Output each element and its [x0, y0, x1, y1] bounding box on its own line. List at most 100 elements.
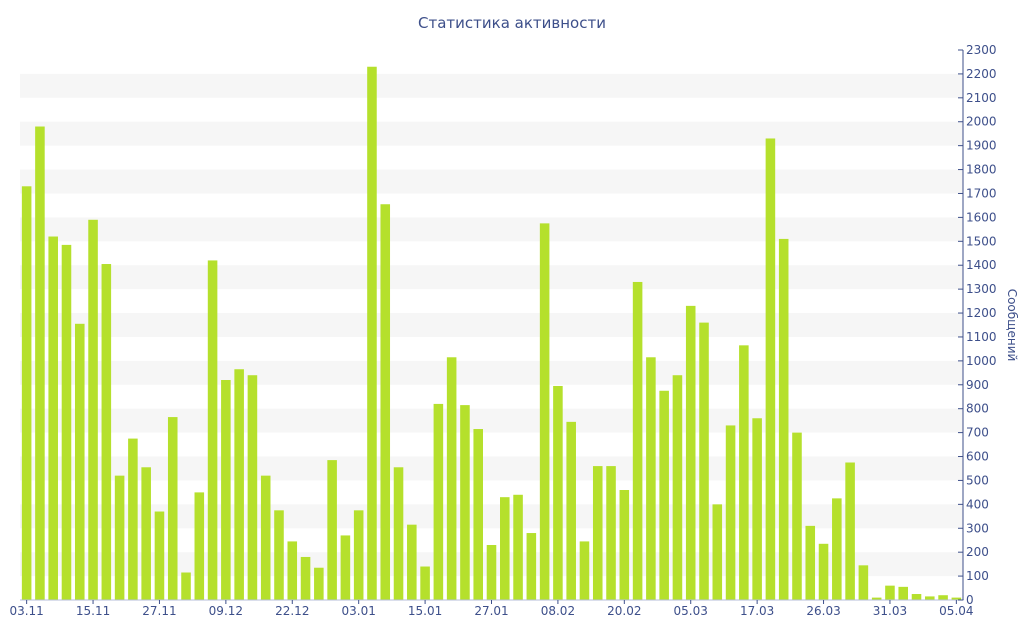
bar[interactable]	[832, 498, 842, 600]
bar[interactable]	[606, 466, 616, 600]
bar[interactable]	[167, 417, 178, 600]
bar[interactable]	[619, 490, 630, 600]
y-tick-label: 1300	[966, 282, 997, 296]
y-axis-ticks: 0 100 200 300 400 500 600 700 800 900 1000 1100 1200…	[958, 43, 997, 607]
chart-title: Статистика активности	[418, 14, 606, 32]
bar[interactable]	[274, 510, 284, 600]
bar[interactable]	[74, 323, 85, 600]
bar[interactable]	[632, 281, 643, 600]
bar[interactable]	[141, 467, 151, 600]
bar[interactable]	[433, 403, 444, 600]
grid-band	[20, 169, 963, 194]
x-tick-label: 17.03	[740, 604, 774, 618]
bar[interactable]	[725, 425, 736, 600]
bar[interactable]	[885, 585, 895, 600]
bar[interactable]	[778, 238, 789, 600]
y-tick-label: 1900	[966, 139, 997, 153]
y-tick-label: 1600	[966, 210, 997, 224]
bar[interactable]	[646, 357, 656, 600]
bar[interactable]	[260, 475, 271, 600]
grid-band	[20, 73, 963, 98]
bar[interactable]	[526, 533, 537, 600]
x-tick-label: 15.01	[408, 604, 442, 618]
bar[interactable]	[486, 545, 497, 600]
grid-band	[20, 121, 963, 146]
bar[interactable]	[592, 466, 603, 600]
bar[interactable]	[314, 567, 324, 600]
bar[interactable]	[818, 543, 829, 600]
bar[interactable]	[845, 462, 855, 601]
bar[interactable]	[911, 594, 922, 600]
bar[interactable]	[473, 429, 483, 600]
y-tick-label: 1800	[966, 163, 997, 177]
x-tick-label: 09.12	[209, 604, 243, 618]
bar[interactable]	[380, 204, 391, 601]
bar[interactable]	[300, 556, 311, 600]
bar[interactable]	[101, 264, 112, 600]
bar[interactable]	[21, 186, 32, 601]
bar[interactable]	[659, 390, 669, 600]
y-tick-label: 0	[966, 593, 974, 607]
bar[interactable]	[446, 357, 457, 600]
bar[interactable]	[672, 375, 683, 600]
bar[interactable]	[353, 510, 364, 600]
bar[interactable]	[712, 504, 723, 600]
bar[interactable]	[513, 494, 523, 600]
bar[interactable]	[792, 432, 802, 600]
bar[interactable]	[247, 375, 258, 600]
grid-band	[20, 313, 963, 337]
bar[interactable]	[181, 572, 191, 601]
y-tick-label: 500	[966, 473, 989, 487]
x-tick-label: 05.03	[674, 604, 708, 618]
bar[interactable]	[858, 565, 869, 600]
bar[interactable]	[579, 541, 590, 600]
bar[interactable]	[765, 138, 776, 601]
y-tick-label: 1700	[966, 186, 997, 200]
bar[interactable]	[925, 596, 935, 600]
bar[interactable]	[407, 524, 417, 600]
bar[interactable]	[685, 305, 696, 600]
x-tick-label: 26.03	[806, 604, 840, 618]
bar[interactable]	[393, 467, 404, 600]
bar[interactable]	[951, 597, 962, 600]
y-tick-label: 900	[966, 378, 989, 392]
bar[interactable]	[88, 219, 98, 600]
y-tick-label: 100	[966, 569, 989, 583]
bar[interactable]	[327, 460, 337, 600]
bar[interactable]	[898, 586, 909, 600]
bar[interactable]	[699, 322, 709, 600]
y-tick-label: 2000	[966, 115, 997, 129]
bar[interactable]	[739, 345, 749, 600]
bar[interactable]	[500, 497, 510, 600]
bar[interactable]	[154, 511, 165, 600]
bar[interactable]	[539, 223, 550, 600]
x-tick-label: 05.04	[939, 604, 973, 618]
bar[interactable]	[420, 566, 430, 600]
bar[interactable]	[114, 475, 125, 600]
bar[interactable]	[48, 236, 58, 600]
bar[interactable]	[752, 418, 762, 600]
bar[interactable]	[61, 244, 72, 600]
bar[interactable]	[234, 369, 244, 600]
x-tick-label: 15.11	[76, 604, 110, 618]
bar[interactable]	[207, 260, 218, 600]
bar[interactable]	[221, 380, 231, 600]
grid-band	[20, 265, 963, 290]
grid-bands	[20, 73, 963, 577]
bar[interactable]	[805, 525, 816, 600]
bar[interactable]	[553, 385, 563, 600]
bar[interactable]	[287, 541, 298, 600]
bar[interactable]	[35, 126, 45, 601]
bar[interactable]	[566, 421, 576, 600]
bar[interactable]	[871, 597, 882, 600]
bar[interactable]	[367, 66, 377, 601]
bar[interactable]	[340, 535, 351, 600]
x-tick-label: 31.03	[873, 604, 907, 618]
bar[interactable]	[194, 492, 205, 600]
bar[interactable]	[938, 595, 948, 600]
bar[interactable]	[460, 405, 470, 600]
y-tick-label: 800	[966, 402, 989, 416]
bar[interactable]	[128, 438, 138, 600]
y-tick-label: 1500	[966, 234, 997, 248]
